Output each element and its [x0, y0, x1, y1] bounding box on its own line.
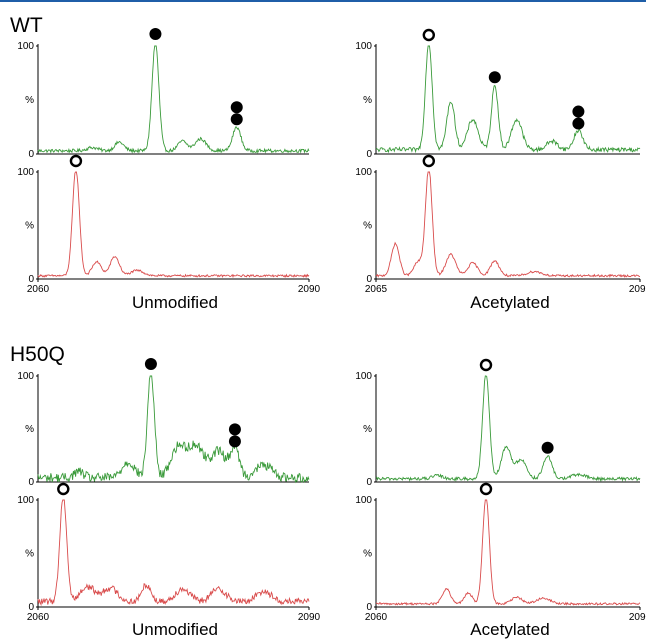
y-tick-label: 100 [355, 167, 372, 178]
open-circle-marker [422, 154, 435, 168]
y-tick-label: 0 [28, 149, 34, 160]
caption-h50q-acetylated: Acetylated [470, 620, 550, 639]
y-tick-label: 0 [366, 149, 372, 160]
spectrum-panel: 0% 100 [17, 358, 310, 488]
y-tick-label: 0 [366, 602, 372, 613]
y-tick-label: % [363, 95, 372, 106]
spectrum-trace [375, 499, 641, 606]
y-tick-label: 0 [28, 477, 34, 488]
spectrum-trace [376, 45, 641, 154]
spectrum-trace [37, 45, 310, 154]
y-tick-label: 0 [366, 477, 372, 488]
caption-h50q-unmodified: Unmodified [132, 620, 218, 639]
top-rule [0, 0, 646, 2]
y-tick-label: 100 [17, 167, 34, 178]
y-tick-label: % [25, 95, 34, 106]
spectrum-panel: 0% 100 2060 2090 [17, 154, 321, 295]
x-tick-label: 2065 [365, 284, 388, 295]
spectrum-trace [37, 375, 310, 484]
y-tick-label: 100 [355, 41, 372, 52]
y-tick-label: 100 [355, 371, 372, 382]
x-tick-label: 2095 [629, 284, 646, 295]
spectrum-trace [375, 171, 641, 278]
x-tick-label: 2090 [298, 612, 321, 623]
spectrum-panel: 0% 100 [17, 28, 310, 160]
x-tick-label: 2090 [298, 284, 321, 295]
open-circle-marker [69, 154, 83, 168]
open-circle-marker [422, 28, 435, 42]
open-circle-marker [57, 482, 70, 496]
group-label-wt: WT [10, 14, 43, 37]
y-tick-label: % [25, 221, 34, 232]
caption-wt-acetylated: Acetylated [470, 293, 550, 312]
filled-circle-marker [230, 101, 243, 114]
spectrum-trace [375, 375, 641, 482]
group-label-h50q: H50Q [10, 343, 65, 366]
spectrum-panel: 0% 100 2060 2090 [17, 482, 321, 623]
y-tick-label: 0 [28, 602, 34, 613]
spectrum-panel: 0% 100 [355, 358, 641, 488]
y-tick-label: % [363, 221, 372, 232]
filled-circle-marker [230, 113, 243, 126]
filled-circle-marker [149, 28, 162, 40]
y-tick-label: 0 [366, 274, 372, 285]
x-tick-label: 2090 [629, 612, 646, 623]
filled-circle-marker [572, 117, 585, 130]
open-circle-marker [479, 358, 493, 372]
x-tick-label: 2060 [27, 284, 50, 295]
y-tick-label: % [25, 549, 34, 560]
spectrum-panel: 0% 100 2060 2090 [355, 482, 646, 623]
x-tick-label: 2060 [365, 612, 388, 623]
y-tick-label: 100 [17, 371, 34, 382]
filled-circle-marker [228, 423, 241, 436]
filled-circle-marker [228, 435, 241, 448]
y-tick-label: 100 [355, 495, 372, 506]
y-tick-label: % [363, 424, 372, 435]
y-tick-label: % [363, 549, 372, 560]
y-tick-label: % [25, 424, 34, 435]
filled-circle-marker [572, 105, 585, 118]
spectrum-panel: 0% 100 2065 2095 [355, 154, 646, 295]
y-tick-label: 0 [28, 274, 34, 285]
caption-wt-unmodified: Unmodified [132, 293, 218, 312]
x-tick-label: 2060 [27, 612, 50, 623]
filled-circle-marker [488, 71, 501, 84]
spectrum-trace [37, 171, 310, 279]
filled-circle-marker [144, 358, 157, 370]
y-tick-label: 100 [17, 41, 34, 52]
spectrum-panel: 0% 100 [355, 28, 641, 160]
open-circle-marker [479, 482, 493, 496]
y-tick-label: 100 [17, 495, 34, 506]
spectrum-trace [37, 499, 310, 607]
filled-circle-marker [541, 441, 554, 454]
